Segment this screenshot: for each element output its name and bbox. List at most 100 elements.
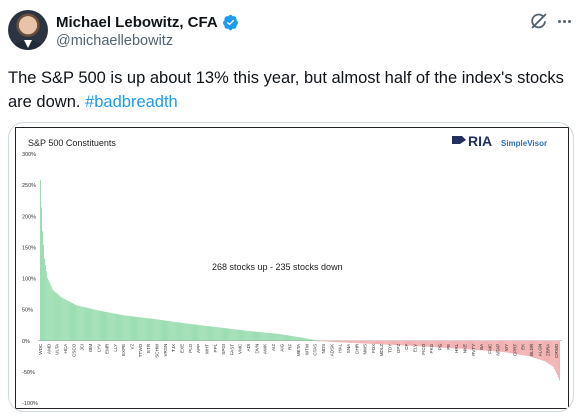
bar-up: [91, 309, 93, 341]
bar-up: [270, 333, 272, 341]
bar-up: [257, 331, 258, 341]
bar-up: [288, 335, 289, 341]
bar-up: [52, 289, 54, 341]
x-tick-label: ADI: [246, 344, 251, 352]
grok-icon[interactable]: [528, 10, 550, 32]
bar-down: [318, 340, 319, 342]
bar-up: [275, 333, 277, 341]
bar-down: [474, 340, 476, 350]
x-tick-label: MDLZ: [379, 344, 384, 357]
bar-up: [68, 301, 70, 341]
bar-down: [478, 340, 480, 351]
bar-up: [308, 338, 310, 341]
x-tick-label: EK: [521, 343, 526, 350]
bar-up: [280, 334, 282, 341]
bar-up: [48, 280, 50, 341]
bar-down: [380, 340, 381, 345]
bar-up: [147, 318, 149, 341]
bar-down: [446, 340, 448, 348]
bar-down: [508, 340, 510, 353]
bar-down: [526, 340, 528, 356]
bar-up: [172, 321, 174, 341]
bar-down: [391, 340, 393, 345]
bar-up: [170, 321, 172, 341]
bar-up: [174, 321, 176, 341]
bar-down: [411, 340, 413, 346]
bar-down: [525, 340, 527, 356]
bar-down: [319, 340, 321, 342]
bar-down: [502, 340, 503, 352]
bar-down: [382, 340, 384, 345]
bar-up: [168, 320, 170, 341]
x-tick-label: SNA: [346, 343, 351, 353]
author-name[interactable]: Michael Lebowitz, CFA: [56, 13, 218, 31]
bar-up: [61, 297, 63, 341]
bar-up: [104, 311, 105, 341]
bar-up: [191, 324, 193, 341]
bar-down: [344, 340, 346, 343]
bar-up: [156, 319, 158, 341]
bar-down: [333, 340, 335, 342]
bar-down: [330, 340, 332, 342]
bar-down: [346, 340, 347, 343]
y-tick-label: -100%: [22, 401, 38, 407]
bar-down: [521, 340, 523, 356]
tweet-media[interactable]: S&P 500 Constituents RIA SimpleVisor 300% 25…: [8, 122, 574, 412]
bar-up: [221, 327, 223, 341]
bar-down: [488, 340, 490, 351]
bar-down: [447, 340, 449, 348]
bar-down: [520, 340, 522, 355]
bar-up: [155, 319, 157, 341]
bar-down: [381, 340, 383, 345]
bar-up: [276, 333, 278, 341]
bar-up: [130, 316, 132, 341]
x-tick-label: FMC: [487, 343, 492, 354]
bar-up: [201, 325, 203, 341]
bar-up: [166, 320, 168, 341]
x-tick-label: DPZ: [396, 344, 401, 353]
bar-down: [414, 340, 416, 346]
bar-down: [510, 340, 512, 354]
bar-up: [158, 319, 160, 341]
bar-up: [301, 337, 303, 341]
bar-down: [490, 340, 492, 352]
bar-up: [294, 336, 296, 341]
author-handle[interactable]: @michaellebowitz: [56, 33, 174, 49]
x-tick-label: AIG: [279, 343, 284, 351]
bar-up: [298, 337, 300, 341]
bar-up: [258, 331, 260, 341]
bar-up: [190, 324, 192, 341]
bar-down: [537, 340, 539, 359]
bar-down: [320, 340, 322, 342]
bar-up: [53, 290, 55, 341]
more-options-icon[interactable]: [554, 10, 574, 32]
bar-up: [135, 316, 136, 341]
bar-down: [417, 340, 419, 347]
bar-down: [430, 340, 432, 347]
bar-down: [436, 340, 438, 348]
bar-down: [517, 340, 519, 355]
bar-up: [264, 332, 266, 341]
y-tick-label: 50%: [22, 308, 33, 314]
bar-down: [366, 340, 368, 344]
bar-down: [367, 340, 369, 344]
bar-up: [178, 322, 180, 341]
bar-up: [232, 329, 234, 341]
bar-up: [49, 282, 51, 341]
bar-up: [300, 337, 302, 341]
bar-up: [314, 340, 316, 341]
bar-up: [51, 287, 53, 341]
chart-frame: S&P 500 Constituents RIA SimpleVisor 300% 25…: [15, 127, 569, 409]
bar-down: [511, 340, 513, 354]
author-avatar[interactable]: [8, 10, 48, 50]
bar-up: [163, 320, 164, 341]
bar-down: [416, 340, 418, 347]
bar-up: [295, 336, 297, 341]
bar-up: [238, 329, 240, 341]
x-tick-label: HRL: [454, 343, 459, 353]
hashtag-link[interactable]: #badbreadth: [85, 93, 178, 111]
bar-down: [546, 340, 548, 363]
bar-up: [60, 297, 62, 341]
bar-up: [173, 321, 175, 341]
x-tick-label: ALGN: [537, 344, 542, 357]
